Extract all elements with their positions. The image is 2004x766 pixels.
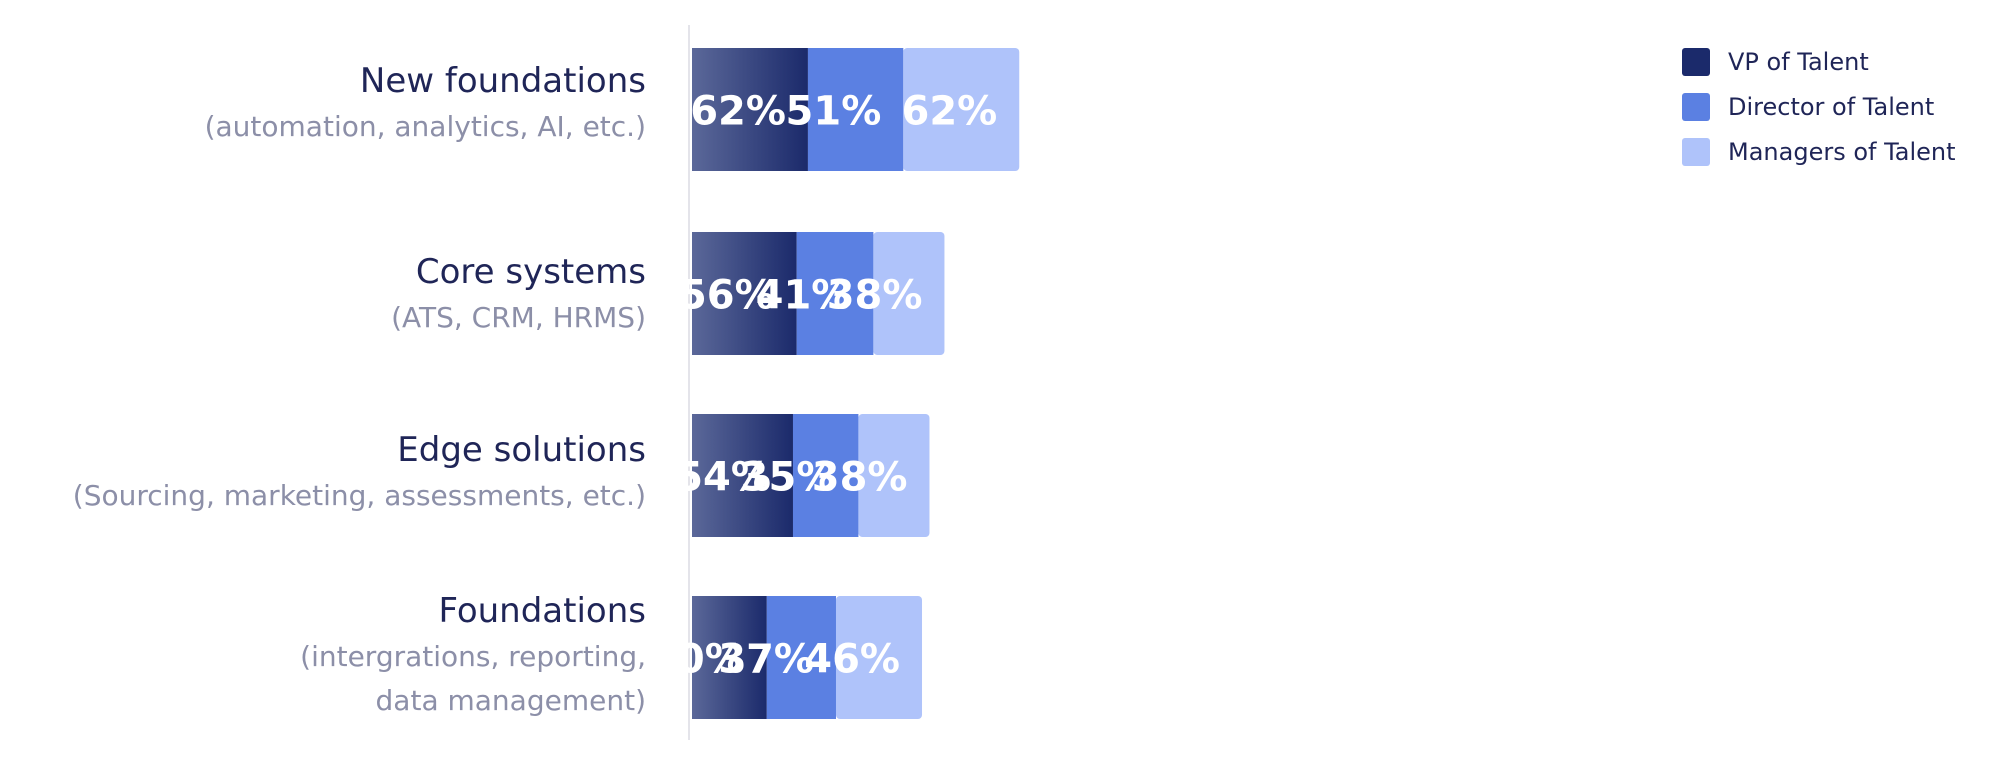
category-subtitle: (automation, analytics, AI, etc.) (205, 110, 646, 143)
bar-segment-managers-of-talent (835, 596, 923, 719)
bar-value-label: 35% (741, 455, 837, 501)
bar-segment-vp-of-talent (692, 414, 793, 537)
bar-value-label: 54% (675, 455, 771, 501)
category-subtitle: (Sourcing, marketing, assessments, etc.) (73, 479, 646, 512)
legend-swatch (1682, 93, 1710, 121)
bar-segment-vp-of-talent (692, 48, 808, 171)
category-title: New foundations (360, 61, 646, 101)
category-title: Core systems (416, 252, 646, 292)
bar-value-label: 38% (827, 273, 923, 319)
legend-swatch (1682, 138, 1710, 166)
bar-value-label: 62% (690, 89, 786, 135)
legend-label: VP of Talent (1728, 48, 1869, 76)
bar-value-label: 56% (679, 273, 775, 319)
bar-segment-director-of-talent (792, 414, 859, 537)
legend-swatch (1682, 48, 1710, 76)
bar-segment-managers-of-talent (903, 48, 1020, 171)
bar-segment-vp-of-talent (692, 232, 797, 355)
bar-segment-director-of-talent (807, 48, 904, 171)
bar-value-label: 62% (902, 89, 998, 135)
legend-label: Managers of Talent (1728, 138, 1956, 166)
bar-value-label: 51% (786, 89, 882, 135)
legend-label: Director of Talent (1728, 93, 1934, 121)
bar-segment-director-of-talent (766, 596, 836, 719)
bar-value-label: 37% (718, 637, 814, 683)
category-subtitle: data management) (376, 684, 646, 717)
legend: VP of Talent Director of Talent Managers o… (1682, 48, 1956, 166)
bar-value-label: 46% (804, 637, 900, 683)
bar-value-label: 40% (649, 637, 745, 683)
category-title: Foundations (438, 591, 646, 631)
bar-segment-vp-of-talent (692, 596, 767, 719)
bar-value-label: 38% (812, 455, 908, 501)
category-subtitle: (intergrations, reporting, (300, 640, 646, 673)
category-subtitle: (ATS, CRM, HRMS) (391, 301, 646, 334)
bars: 62% 51% 62%56%41%38%54%35%38%40%37%46% (649, 48, 1020, 719)
bar-segment-managers-of-talent (858, 414, 930, 537)
bar-segment-managers-of-talent (873, 232, 945, 355)
category-labels: New foundations (automation, analytics, A… (73, 61, 646, 717)
bar-segment-director-of-talent (796, 232, 874, 355)
bar-value-label: 41% (756, 273, 852, 319)
category-title: Edge solutions (397, 430, 646, 470)
